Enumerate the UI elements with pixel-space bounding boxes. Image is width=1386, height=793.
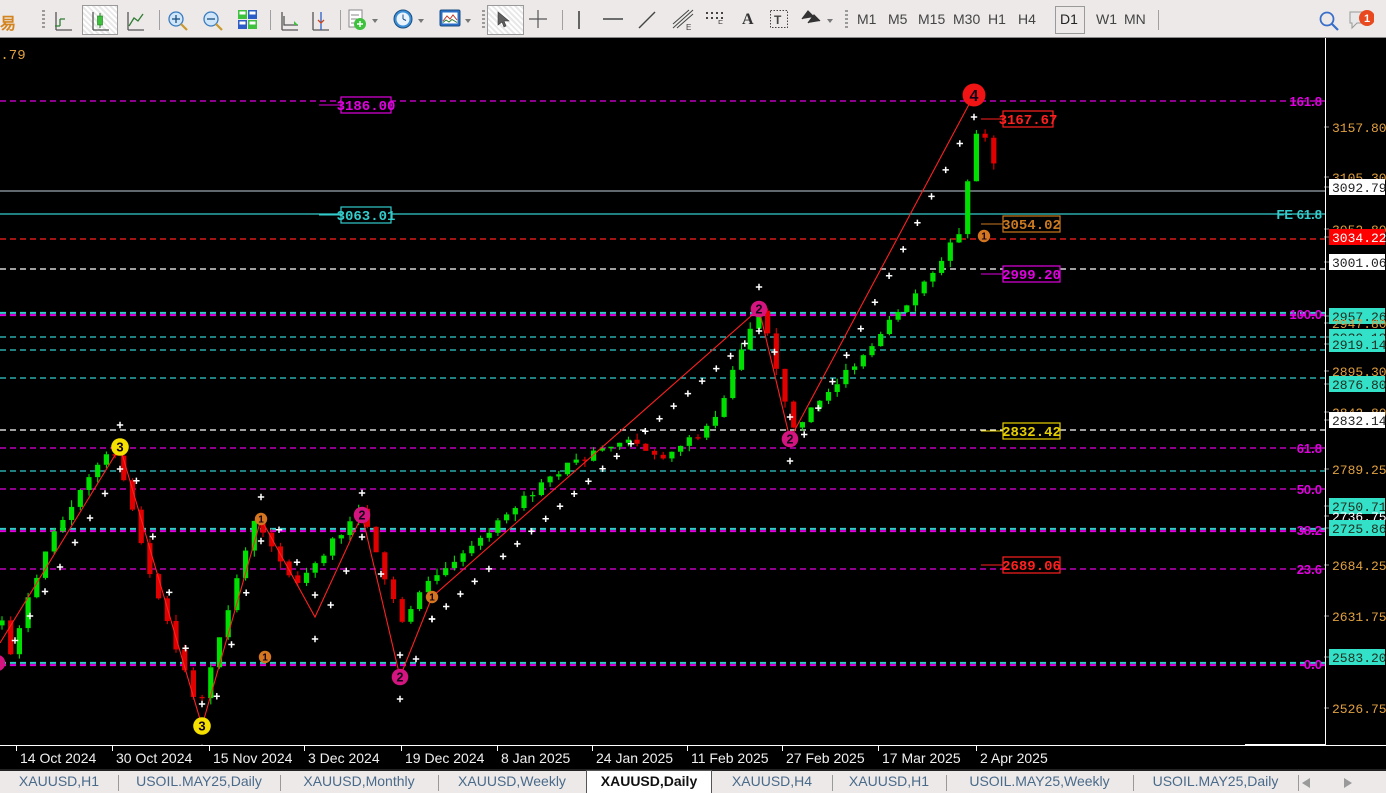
svg-text:3063.01: 3063.01 — [337, 209, 396, 225]
svg-text:2631.75: 2631.75 — [1332, 610, 1386, 625]
svg-text:E: E — [686, 23, 691, 32]
svg-text:0.0: 0.0 — [1304, 657, 1322, 672]
svg-text:2583.20: 2583.20 — [1332, 651, 1386, 666]
svg-text:2832.42: 2832.42 — [1002, 425, 1061, 441]
svg-text:3157.80: 3157.80 — [1332, 121, 1386, 136]
svg-text:T: T — [774, 13, 782, 27]
svg-text:1: 1 — [1364, 13, 1370, 25]
svg-text:2832.14: 2832.14 — [1332, 414, 1386, 429]
svg-text:61.8: 61.8 — [1297, 441, 1322, 456]
svg-text:23.6: 23.6 — [1297, 562, 1322, 577]
svg-text:2689.06: 2689.06 — [1002, 559, 1061, 575]
svg-text:2: 2 — [787, 433, 794, 447]
svg-text:3: 3 — [116, 440, 123, 455]
svg-text:2: 2 — [0, 657, 1, 671]
svg-text:3186.00: 3186.00 — [337, 99, 396, 115]
svg-text:3001.06: 3001.06 — [1332, 256, 1386, 271]
svg-text:3167.67: 3167.67 — [999, 113, 1058, 129]
svg-text:2999.20: 2999.20 — [1002, 268, 1061, 284]
svg-text:2684.25: 2684.25 — [1332, 559, 1386, 574]
svg-text:1: 1 — [981, 232, 987, 243]
svg-text:4: 4 — [970, 88, 979, 105]
svg-text:100.0: 100.0 — [1289, 307, 1322, 322]
svg-text:2: 2 — [359, 509, 366, 523]
svg-text:2: 2 — [397, 671, 404, 685]
svg-text:2876.80: 2876.80 — [1332, 378, 1386, 393]
svg-text:2789.25: 2789.25 — [1332, 463, 1386, 478]
svg-text:3054.02: 3054.02 — [1002, 218, 1061, 234]
svg-text:2: 2 — [756, 303, 763, 317]
svg-text:38.2: 38.2 — [1297, 523, 1322, 538]
svg-text:50.0: 50.0 — [1297, 482, 1322, 497]
svg-text:3034.22: 3034.22 — [1332, 231, 1386, 246]
svg-text:1: 1 — [262, 653, 268, 664]
svg-text:1: 1 — [429, 593, 435, 604]
svg-text:3: 3 — [198, 719, 205, 734]
svg-text:FE 61.8: FE 61.8 — [1276, 207, 1322, 222]
svg-text:3092.79: 3092.79 — [1332, 181, 1386, 196]
svg-text:2526.75: 2526.75 — [1332, 702, 1386, 717]
svg-text:2725.86: 2725.86 — [1332, 522, 1386, 537]
svg-text:F: F — [718, 19, 723, 24]
svg-text:161.8: 161.8 — [1289, 94, 1322, 109]
svg-text:1: 1 — [258, 515, 264, 526]
svg-text:2919.14: 2919.14 — [1332, 338, 1386, 353]
